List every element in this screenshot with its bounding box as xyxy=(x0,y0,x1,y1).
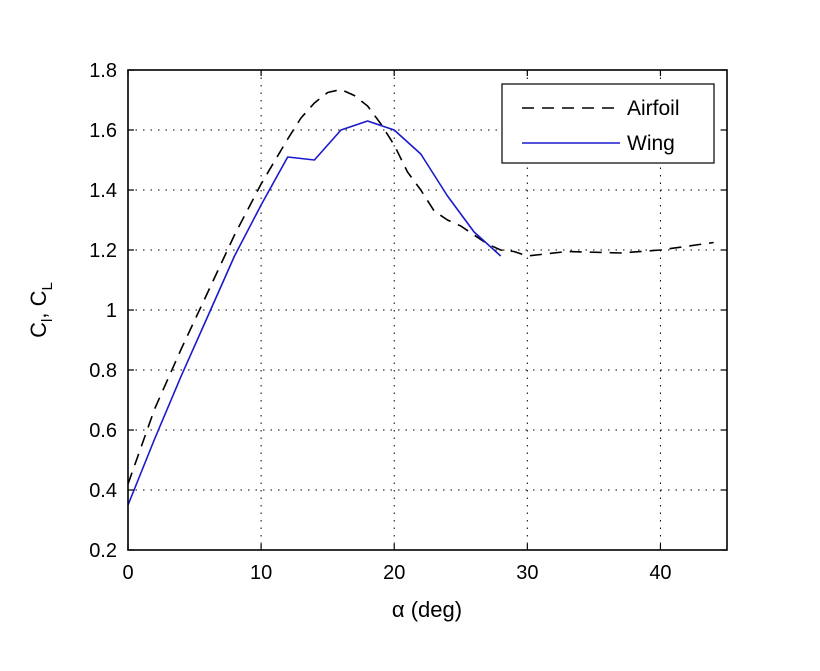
y-tick-label: 0.4 xyxy=(89,480,117,502)
y-tick-label: 1.4 xyxy=(89,180,117,202)
y-axis-title-main2: C xyxy=(26,290,51,306)
x-tick-label: 0 xyxy=(122,562,133,584)
series-group xyxy=(127,88,714,506)
x-axis-title: α (deg) xyxy=(392,597,462,622)
y-tick-label: 1.2 xyxy=(89,240,117,262)
series-line-airfoil xyxy=(127,88,714,485)
y-tick-label: 1 xyxy=(106,300,117,322)
grid xyxy=(128,70,727,550)
y-tick-label: 0.8 xyxy=(89,360,117,382)
legend-wing-label: Wing xyxy=(627,132,675,155)
ticks xyxy=(127,69,727,551)
y-axis-title: Cl, CL xyxy=(26,282,56,338)
series-line-wing xyxy=(127,120,502,506)
y-axis-title-sep: , xyxy=(26,306,51,318)
tick-labels: 0 10 20 30 40 0.2 0.4 0.6 0.8 1 1.2 1.4 1.6 1.8 xyxy=(89,60,671,584)
legend-box xyxy=(501,83,715,164)
legend: Airfoil Wing xyxy=(501,83,715,164)
y-tick-label: 1.8 xyxy=(89,60,117,82)
y-tick-label: 1.6 xyxy=(89,120,117,142)
x-tick-label: 30 xyxy=(516,562,538,584)
legend-airfoil-label: Airfoil xyxy=(627,97,680,120)
x-tick-label: 10 xyxy=(250,562,272,584)
y-axis-title-sub1: l xyxy=(39,319,56,322)
y-axis-title-main1: C xyxy=(26,322,51,338)
y-tick-label: 0.2 xyxy=(89,540,117,562)
y-axis-title-sub2: L xyxy=(39,282,56,290)
y-tick-label: 0.6 xyxy=(89,420,117,442)
x-tick-label: 40 xyxy=(649,562,671,584)
x-tick-label: 20 xyxy=(383,562,405,584)
